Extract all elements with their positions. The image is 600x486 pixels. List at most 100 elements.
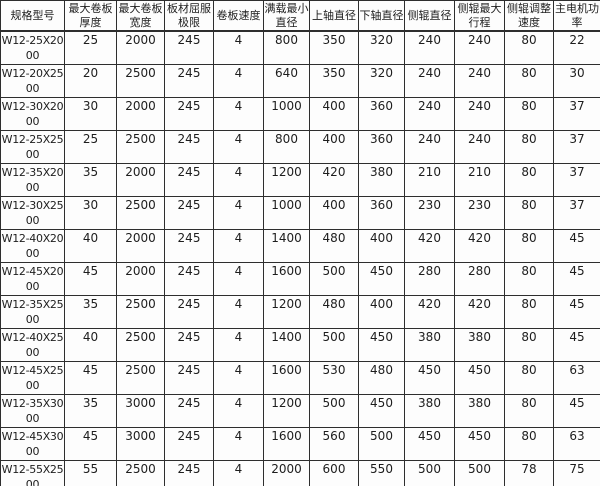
value-cell: 80 — [504, 361, 554, 395]
value-cell: 2000 — [116, 262, 165, 296]
value-cell: 210 — [404, 163, 455, 197]
model-cell: W12-35X2000 — [0, 163, 65, 197]
value-cell: 1200 — [263, 163, 310, 197]
value-cell: 1400 — [263, 328, 310, 362]
column-header-lower-shaft-dia: 下轴直径 — [358, 0, 405, 32]
value-cell: 240 — [404, 97, 455, 131]
value-cell: 1600 — [263, 361, 310, 395]
column-header-side-roller-speed: 侧辊调整 速度 — [504, 0, 554, 32]
table-row: W12-45X2000 45 2000 245 4 1600 500 450 280 280 80 4… — [0, 262, 600, 296]
value-cell: 1400 — [263, 229, 310, 263]
value-cell: 400 — [309, 196, 359, 230]
value-cell: 380 — [404, 328, 455, 362]
value-cell: 45 — [553, 394, 600, 428]
table-row: W12-25X2000 25 2000 245 4 800 350 320 240 240 80 22 — [0, 30, 600, 65]
value-cell: 2500 — [116, 460, 165, 486]
value-cell: 420 — [309, 163, 359, 197]
value-cell: 45 — [64, 361, 117, 395]
value-cell: 240 — [404, 30, 455, 65]
value-cell: 380 — [404, 394, 455, 428]
value-cell: 350 — [309, 30, 359, 65]
column-header-min-diameter-loaded: 满载最小 直径 — [263, 0, 310, 32]
table-body: W12-25X2000 25 2000 245 4 800 350 320 240 240 80 22… — [0, 30, 600, 486]
value-cell: 480 — [309, 229, 359, 263]
value-cell: 240 — [454, 130, 505, 164]
value-cell: 380 — [454, 328, 505, 362]
value-cell: 2000 — [263, 460, 310, 486]
value-cell: 245 — [164, 328, 214, 362]
value-cell: 500 — [358, 427, 405, 461]
value-cell: 400 — [358, 295, 405, 329]
value-cell: 500 — [404, 460, 455, 486]
value-cell: 230 — [454, 196, 505, 230]
value-cell: 80 — [504, 97, 554, 131]
value-cell: 4 — [213, 328, 264, 362]
value-cell: 35 — [64, 394, 117, 428]
value-cell: 380 — [358, 163, 405, 197]
value-cell: 2000 — [116, 30, 165, 65]
value-cell: 320 — [358, 30, 405, 65]
value-cell: 2500 — [116, 196, 165, 230]
value-cell: 245 — [164, 394, 214, 428]
value-cell: 45 — [553, 262, 600, 296]
value-cell: 4 — [213, 30, 264, 65]
value-cell: 4 — [213, 394, 264, 428]
value-cell: 80 — [504, 64, 554, 98]
value-cell: 450 — [404, 361, 455, 395]
value-cell: 560 — [309, 427, 359, 461]
column-header-main-motor-power: 主电机功 率 — [553, 0, 600, 32]
value-cell: 2000 — [116, 97, 165, 131]
table-row: W12-25X2500 25 2500 245 4 800 400 360 240 240 80 37 — [0, 130, 600, 164]
table-row: W12-30X2500 30 2500 245 4 1000 400 360 230 230 80 3… — [0, 196, 600, 230]
value-cell: 30 — [64, 97, 117, 131]
model-cell: W12-45X2000 — [0, 262, 65, 296]
value-cell: 80 — [504, 163, 554, 197]
value-cell: 360 — [358, 130, 405, 164]
value-cell: 1600 — [263, 427, 310, 461]
value-cell: 245 — [164, 229, 214, 263]
value-cell: 4 — [213, 64, 264, 98]
column-header-rolling-speed: 卷板速度 — [213, 0, 264, 32]
value-cell: 4 — [213, 196, 264, 230]
value-cell: 245 — [164, 30, 214, 65]
model-cell: W12-25X2500 — [0, 130, 65, 164]
value-cell: 1200 — [263, 295, 310, 329]
value-cell: 80 — [504, 328, 554, 362]
value-cell: 500 — [454, 460, 505, 486]
value-cell: 2500 — [116, 130, 165, 164]
value-cell: 2500 — [116, 328, 165, 362]
value-cell: 25 — [64, 130, 117, 164]
value-cell: 4 — [213, 130, 264, 164]
value-cell: 78 — [504, 460, 554, 486]
value-cell: 63 — [553, 361, 600, 395]
value-cell: 245 — [164, 427, 214, 461]
value-cell: 230 — [404, 196, 455, 230]
value-cell: 480 — [309, 295, 359, 329]
value-cell: 4 — [213, 460, 264, 486]
value-cell: 2500 — [116, 64, 165, 98]
value-cell: 37 — [553, 130, 600, 164]
column-header-max-width: 最大卷板 宽度 — [116, 0, 165, 32]
value-cell: 3000 — [116, 427, 165, 461]
table-row: W12-40X2000 40 2000 245 4 1400 480 400 420 420 80 4… — [0, 229, 600, 263]
value-cell: 210 — [454, 163, 505, 197]
value-cell: 240 — [454, 97, 505, 131]
value-cell: 22 — [553, 30, 600, 65]
value-cell: 800 — [263, 130, 310, 164]
value-cell: 40 — [64, 328, 117, 362]
value-cell: 37 — [553, 163, 600, 197]
column-header-upper-shaft-dia: 上轴直径 — [309, 0, 359, 32]
value-cell: 45 — [64, 262, 117, 296]
header-row: 规格型号 最大卷板 厚度 最大卷板 宽度 板材屈服 极限 卷板速度 满载最小 直径 上轴直径… — [0, 0, 600, 32]
value-cell: 240 — [404, 130, 455, 164]
table-row: W12-20X2500 20 2500 245 4 640 350 320 240 240 80 30 — [0, 64, 600, 98]
value-cell: 45 — [553, 328, 600, 362]
value-cell: 320 — [358, 64, 405, 98]
value-cell: 2000 — [116, 229, 165, 263]
value-cell: 400 — [309, 130, 359, 164]
value-cell: 80 — [504, 394, 554, 428]
value-cell: 75 — [553, 460, 600, 486]
value-cell: 350 — [309, 64, 359, 98]
